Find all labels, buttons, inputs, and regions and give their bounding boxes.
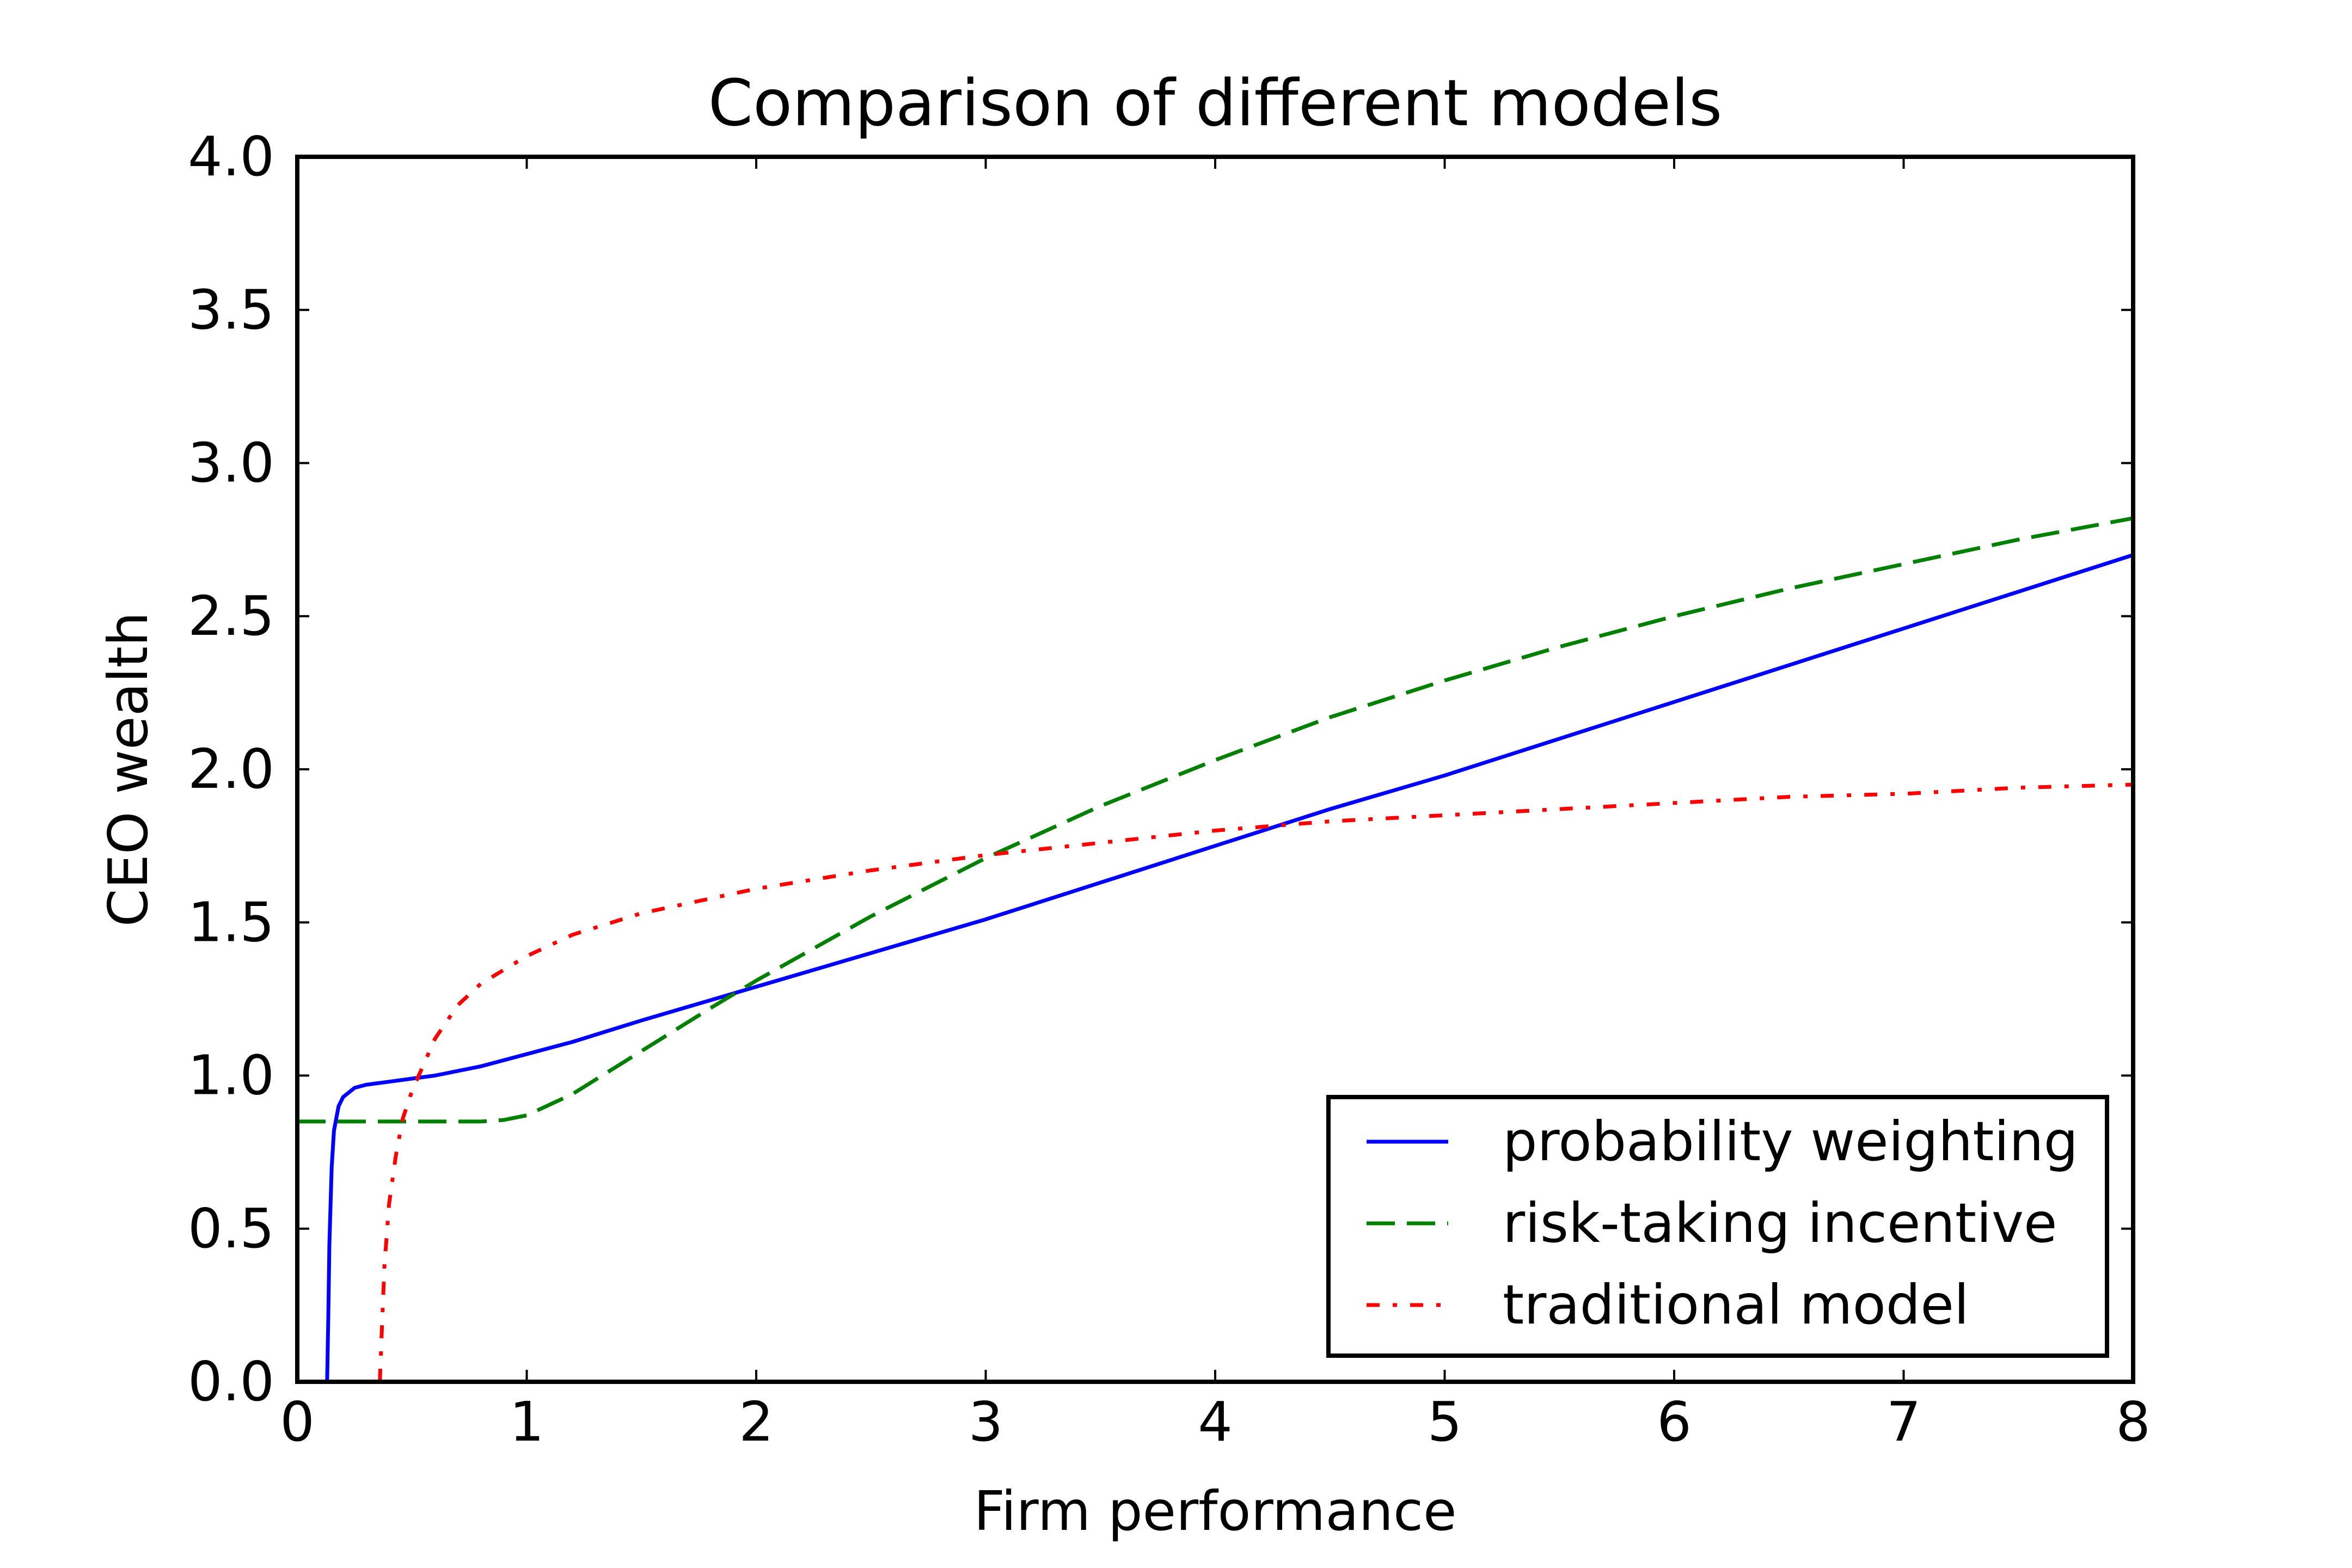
plot-area [297, 516, 2133, 1382]
legend-label: probability weighting [1503, 1110, 2078, 1173]
legend-label: traditional model [1503, 1273, 1969, 1337]
x-tick-label: 1 [510, 1390, 544, 1454]
x-tick-label: 7 [1886, 1390, 1921, 1454]
y-tick-label: 2.0 [188, 737, 274, 801]
x-tick-label: 5 [1428, 1390, 1462, 1454]
legend: probability weighting risk-taking incenti… [1326, 1095, 2109, 1358]
series-line-1 [325, 553, 2133, 1382]
y-tick-label: 3.0 [188, 431, 274, 495]
x-axis-label: Firm performance [973, 1479, 1456, 1543]
legend-label: risk-taking incentive [1503, 1191, 2057, 1255]
y-tick-label: 4.0 [188, 125, 274, 188]
x-tick-label: 0 [280, 1390, 315, 1454]
x-tick-label: 8 [2116, 1390, 2151, 1454]
y-axis-label: CEO wealth [96, 612, 160, 927]
series-line-3 [378, 782, 2133, 1382]
y-tick-label: 1.5 [188, 890, 274, 954]
x-tick-label: 2 [739, 1390, 774, 1454]
x-tick-label: 3 [969, 1390, 1003, 1454]
y-tick-label: 0.5 [188, 1197, 274, 1260]
x-tick-label: 4 [1198, 1390, 1233, 1454]
series-line-2 [297, 516, 2133, 1124]
y-tick-label: 0.0 [188, 1350, 274, 1413]
y-tick-label: 3.5 [188, 278, 274, 341]
legend-box [1326, 1095, 2109, 1358]
y-tick-label: 2.5 [188, 584, 274, 648]
axis-ticks: 0 1 2 3 4 5 6 7 8 0.0 0.5 1.0 1.5 2.0 2.5 3.0 3.5 4.0 [188, 125, 2151, 1454]
x-tick-label: 6 [1657, 1390, 1692, 1454]
chart-title: Comparison of different models [708, 65, 1723, 140]
plot-frame [295, 155, 2135, 1384]
y-tick-label: 1.0 [188, 1044, 274, 1107]
